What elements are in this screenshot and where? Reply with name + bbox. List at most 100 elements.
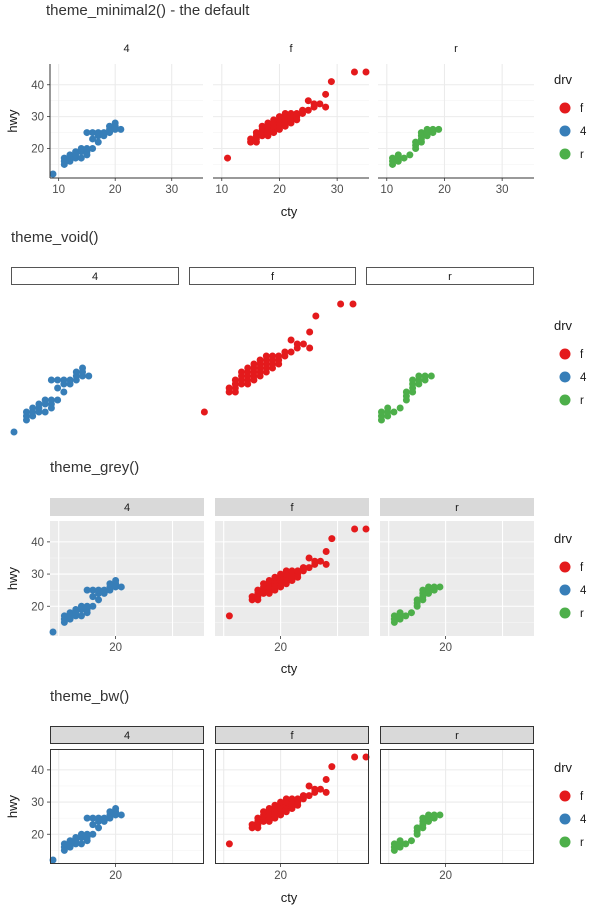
data-point-r (390, 840, 398, 848)
facet-strip-label: 4 (92, 271, 98, 283)
data-point-f (299, 340, 307, 348)
data-point-f (305, 782, 313, 790)
legend-key-4 (559, 584, 571, 596)
data-point-f (264, 119, 272, 127)
data-point-4 (95, 824, 103, 832)
data-point-r (406, 151, 414, 159)
data-point-f (269, 352, 276, 360)
data-point-f (362, 68, 370, 76)
data-point-f (231, 376, 239, 384)
data-point-4 (35, 400, 43, 408)
facet-strip (380, 498, 534, 516)
legend-key-f (559, 790, 571, 802)
y-tick-label: 30 (31, 112, 44, 124)
x-tick-label: 20 (274, 870, 287, 882)
data-point-f (287, 348, 295, 356)
data-point-f (244, 364, 252, 372)
data-point-4 (66, 151, 74, 159)
data-point-f (281, 109, 289, 117)
y-tick-label: 40 (31, 537, 44, 549)
data-point-f (271, 573, 279, 581)
data-point-r (423, 125, 431, 133)
data-point-r (394, 151, 402, 159)
legend-label: 4 (580, 585, 587, 597)
data-point-r (419, 814, 427, 822)
chart-title: theme_minimal2() - the default (46, 2, 250, 19)
data-point-f (248, 821, 256, 829)
data-point-f (322, 776, 330, 784)
x-tick-label: 30 (165, 184, 178, 196)
legend-key-r (559, 394, 571, 406)
data-point-f (305, 564, 313, 572)
data-point-f (305, 792, 313, 800)
data-point-r (402, 388, 410, 396)
data-point-f (299, 792, 307, 800)
legend-label: 4 (580, 126, 587, 138)
y-tick-label: 20 (31, 829, 44, 841)
data-point-r (415, 372, 423, 380)
data-point-r (425, 811, 433, 819)
y-axis-title: hwy (5, 566, 20, 590)
facet-strip-label: 4 (123, 43, 129, 55)
data-point-4 (49, 170, 57, 178)
y-axis-title: hwy (5, 109, 20, 133)
data-point-f (224, 154, 232, 162)
data-point-4 (89, 814, 97, 822)
data-point-4 (89, 593, 97, 601)
data-point-f (247, 135, 255, 143)
panel-border (50, 749, 204, 864)
facet-panel-4: 4 10 20 30 20 30 40 (31, 43, 203, 196)
data-point-4 (22, 408, 30, 416)
x-tick-label: 30 (496, 184, 509, 196)
data-point-f (337, 300, 345, 308)
facet-panel-f: f 20 (215, 726, 370, 882)
chart-section-minimal2: theme_minimal2() - the default 4 10 20 30 20 3… (5, 2, 587, 219)
legend-key-r (559, 836, 571, 848)
facet-panel-r: r (366, 267, 534, 424)
facet-strip-label: r (455, 502, 459, 514)
legend-label: r (580, 837, 584, 849)
data-point-r (396, 837, 404, 845)
data-point-4 (89, 830, 97, 838)
data-point-4 (66, 837, 74, 845)
facet-panel-4: 4 20 20 30 40 (31, 726, 204, 882)
facet-strip-label: f (290, 502, 294, 514)
data-point-f (277, 570, 285, 578)
data-point-f (260, 580, 268, 588)
data-point-4 (106, 580, 114, 588)
data-point-r (413, 824, 421, 832)
data-point-4 (60, 154, 68, 162)
data-point-f (322, 103, 330, 111)
y-tick-label: 20 (31, 601, 44, 613)
facet-strip-label: r (455, 730, 459, 742)
chart-title: theme_void() (11, 229, 99, 246)
data-point-f (275, 352, 283, 360)
data-point-4 (60, 840, 68, 848)
legend-label: f (580, 349, 584, 361)
chart-title: theme_grey() (50, 459, 139, 476)
chart-section-grey: theme_grey() 4 20 20 30 40 f 20 r 20 cty hwy drv f 4 r (5, 459, 587, 676)
x-tick-label: 20 (439, 642, 452, 654)
x-tick-label: 10 (215, 184, 228, 196)
facet-strip-label: f (271, 271, 275, 283)
legend-key-4 (559, 813, 571, 825)
data-point-4 (54, 376, 62, 384)
y-tick-label: 40 (31, 80, 44, 92)
data-point-4 (54, 384, 62, 392)
x-tick-label: 20 (438, 184, 451, 196)
data-point-f (282, 795, 290, 803)
data-point-4 (72, 148, 80, 156)
data-point-4 (100, 814, 108, 822)
data-point-4 (79, 364, 87, 372)
data-point-f (275, 113, 283, 121)
data-point-f (311, 785, 319, 793)
data-point-f (265, 577, 273, 584)
data-point-f (258, 122, 266, 130)
data-point-f (293, 109, 301, 117)
data-point-4 (89, 821, 97, 829)
legend-title: drv (554, 531, 573, 546)
legend-label: f (580, 103, 584, 115)
y-tick-label: 20 (31, 144, 44, 156)
x-tick-label: 20 (109, 184, 122, 196)
legend: drv f 4 r (554, 318, 587, 407)
